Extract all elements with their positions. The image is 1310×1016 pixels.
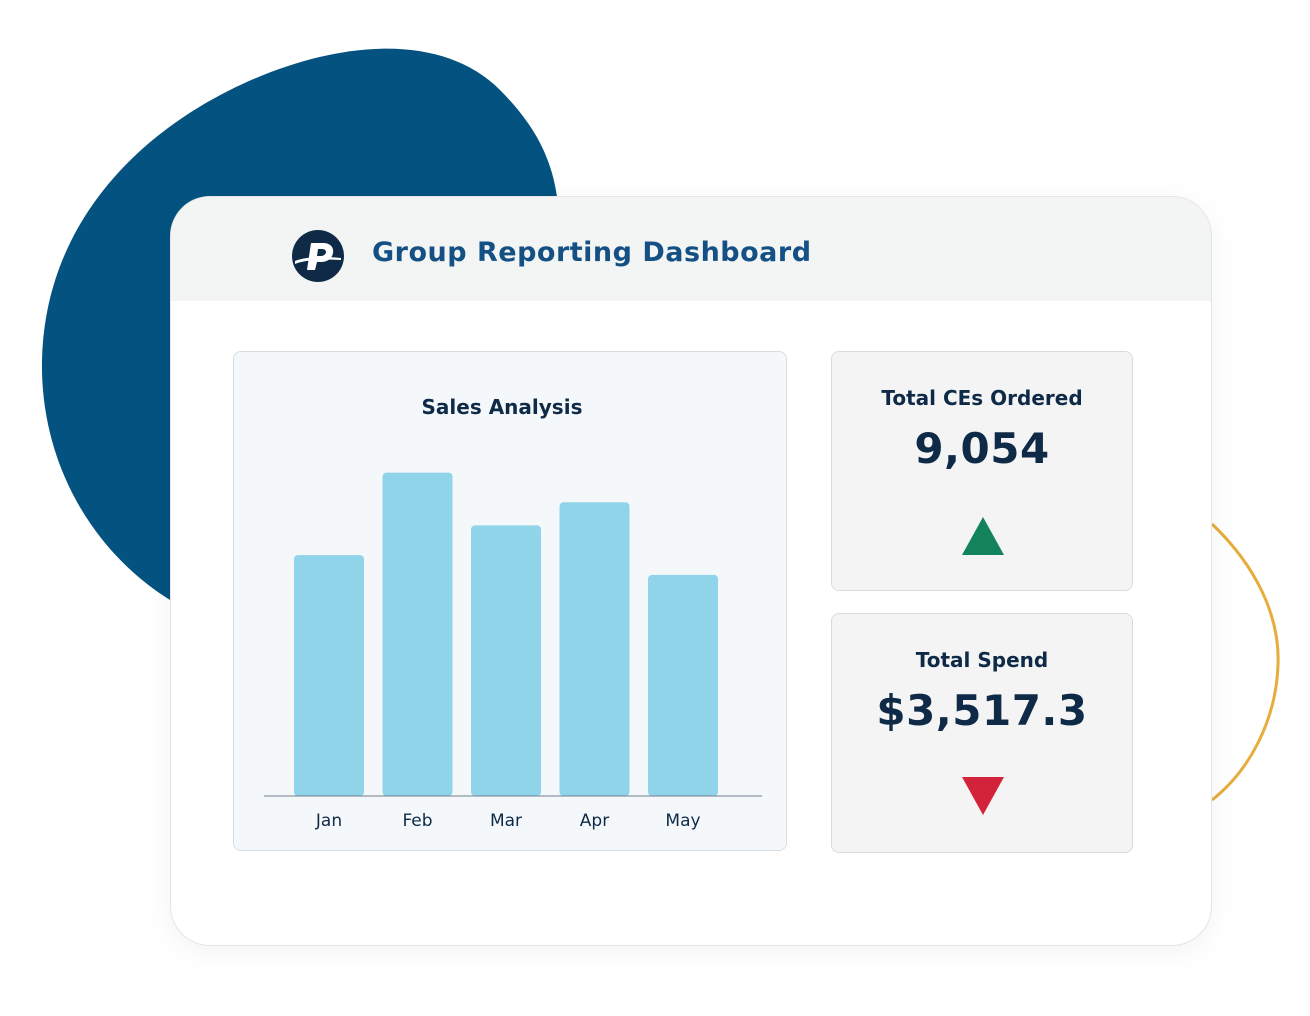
- x-tick-label: May: [665, 811, 700, 831]
- dashboard-header: Group Reporting Dashboard: [171, 197, 1211, 301]
- p-logo-icon: [292, 230, 344, 282]
- triangle-up-icon: [962, 517, 1004, 555]
- x-tick-label: Apr: [580, 811, 609, 831]
- bar-may[interactable]: [648, 574, 718, 796]
- bar-feb[interactable]: [382, 472, 453, 796]
- bar-apr[interactable]: [559, 502, 630, 796]
- sales-bar-chart: Sales Analysis Jan Feb Mar Apr May: [264, 395, 762, 831]
- x-tick-label: Jan: [315, 811, 342, 831]
- sales-analysis-chart-panel: Sales Analysis Jan Feb Mar Apr May: [233, 351, 787, 851]
- stat-value: 9,054: [914, 424, 1050, 473]
- x-tick-label: Mar: [490, 811, 522, 831]
- chart-title: Sales Analysis: [422, 395, 583, 419]
- stat-label: Total CEs Ordered: [881, 386, 1083, 410]
- dashboard-card: Group Reporting Dashboard Sales Analysis…: [170, 196, 1212, 946]
- stat-value: $3,517.3: [876, 686, 1088, 735]
- stat-label: Total Spend: [915, 648, 1049, 672]
- triangle-down-icon: [962, 777, 1004, 815]
- bar-mar[interactable]: [471, 525, 541, 796]
- stat-card-ces-ordered: Total CEs Ordered 9,054: [831, 351, 1133, 591]
- bar-jan[interactable]: [294, 555, 364, 796]
- gold-arc-shape: [1210, 522, 1280, 802]
- stat-card-total-spend: Total Spend $3,517.3: [831, 613, 1133, 853]
- x-tick-label: Feb: [402, 811, 432, 831]
- page-title: Group Reporting Dashboard: [372, 237, 812, 268]
